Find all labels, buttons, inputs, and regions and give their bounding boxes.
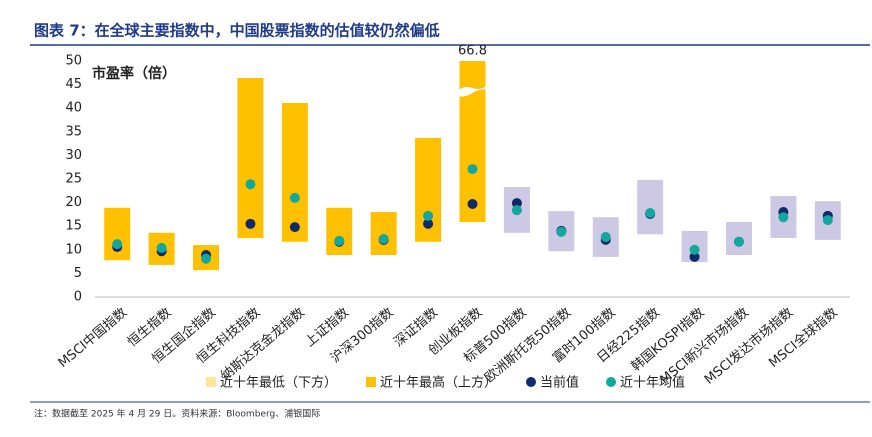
footnote: 注：数据截至 2025 年 4 月 29 日。资料来源：Bloomberg、浦银…: [34, 408, 320, 420]
range-bar: [370, 212, 397, 255]
dot: [334, 235, 345, 246]
dot: [245, 179, 256, 190]
y-tick-label: 15: [65, 219, 82, 234]
y-tick-label: 10: [65, 242, 82, 257]
dot: [645, 207, 656, 218]
legend-label: 当前值: [540, 375, 579, 391]
dot: [689, 244, 700, 255]
y-tick-label: 45: [65, 77, 82, 92]
dot: [467, 199, 478, 210]
dot: [289, 222, 300, 233]
y-axis-label: 市盈率（倍）: [92, 65, 176, 82]
dot: [822, 215, 833, 226]
range-bar: [637, 179, 664, 235]
dot: [423, 218, 434, 229]
range-bar: [104, 207, 131, 261]
range-bar: [237, 77, 264, 238]
dot: [112, 239, 123, 250]
data-label: 66.8: [458, 44, 487, 59]
x-tick-label: MSCI中国指数: [56, 305, 130, 371]
y-tick-label: 0: [74, 290, 82, 305]
legend-swatch: [526, 377, 536, 387]
dot: [689, 251, 700, 262]
range-bar: [326, 207, 353, 255]
dot: [556, 226, 567, 237]
chart-title: 图表 7：在全球主要指数中，中国股票指数的估值较仍然偏低: [34, 22, 440, 40]
dot: [378, 233, 389, 244]
legend-swatch: [606, 377, 616, 387]
legend-swatch: [366, 377, 376, 387]
dot: [423, 210, 434, 221]
dot: [289, 192, 300, 203]
dot: [778, 212, 789, 223]
dot: [600, 232, 611, 243]
dot: [733, 236, 744, 247]
dot: [511, 205, 522, 216]
y-tick-label: 40: [65, 101, 82, 116]
y-tick-label: 25: [65, 172, 82, 187]
legend-swatch: [206, 377, 216, 387]
y-tick-label: 30: [65, 148, 82, 163]
axis-break: [457, 85, 488, 97]
y-tick-label: 20: [65, 195, 82, 210]
y-tick-label: 5: [74, 266, 82, 281]
range-bar: [281, 103, 308, 242]
legend-label: 近十年最低（下方）: [220, 375, 337, 391]
dot: [245, 218, 256, 229]
dot: [201, 253, 212, 264]
dot: [156, 242, 167, 253]
y-tick-label: 50: [65, 54, 82, 69]
y-tick-label: 35: [65, 124, 82, 139]
range-bar: [459, 61, 486, 222]
dot: [467, 164, 478, 175]
dot: [511, 198, 522, 209]
legend-label: 近十年均值: [620, 375, 685, 391]
legend-label: 近十年最高（上方）: [380, 375, 497, 391]
